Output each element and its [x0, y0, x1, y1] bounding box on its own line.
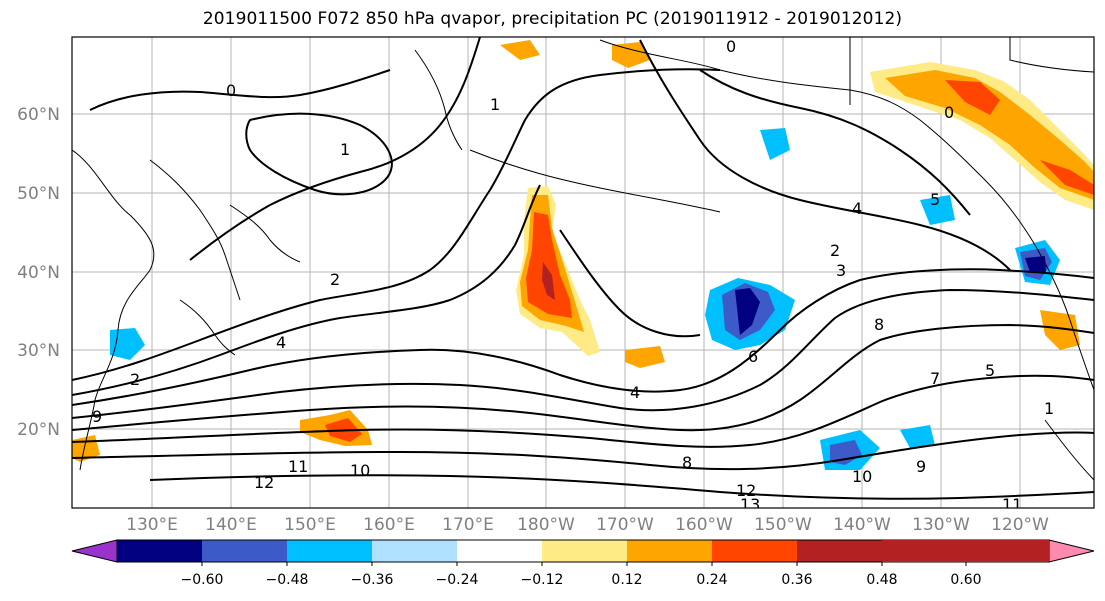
colorbar-tick-label: −0.24 — [436, 572, 479, 588]
colorbar-segment — [202, 540, 287, 562]
precip-area — [542, 262, 555, 300]
contour-label: 0 — [726, 37, 736, 56]
colorbar-tick-label: −0.48 — [266, 572, 309, 588]
colorbar-tick-label: 0.48 — [866, 572, 897, 588]
lon-label: 170°E — [442, 515, 494, 535]
contour-label: 9 — [916, 457, 926, 476]
precip-area — [1040, 160, 1094, 195]
lon-label: 170°W — [596, 515, 654, 535]
precip-area — [110, 328, 145, 360]
contour-label: 12 — [736, 481, 756, 500]
colorbar-tick-label: −0.60 — [181, 572, 224, 588]
contour-label: 5 — [930, 190, 940, 209]
lon-label: 150°W — [754, 515, 812, 535]
contour-label: 1 — [1044, 399, 1054, 418]
colorbar-tick-label: −0.12 — [521, 572, 564, 588]
contour-label: 1 — [340, 140, 350, 159]
colorbar-segment — [797, 540, 882, 562]
precip-area — [612, 42, 650, 68]
colorbar-segment — [966, 540, 1049, 562]
lon-label: 150°E — [284, 515, 336, 535]
lat-label: 60°N — [17, 105, 60, 125]
colorbar-segment — [117, 540, 202, 562]
lon-label: 130°E — [126, 515, 178, 535]
precip-area — [735, 288, 760, 335]
colorbar-tick-label: 0.24 — [696, 572, 727, 588]
colorbar-tick-label: 0.60 — [950, 572, 981, 588]
contour-label: 8 — [874, 315, 884, 334]
contour-label: 1 — [490, 95, 500, 114]
colorbar-segment — [627, 540, 712, 562]
contour-label: 3 — [836, 261, 846, 280]
precip-area — [526, 212, 572, 318]
lon-label: 130°W — [912, 515, 970, 535]
contour-label: 12 — [254, 473, 274, 492]
colorbar-extend-max — [1048, 539, 1095, 563]
map-panel: 0 1 1 2 2 2 3 4 4 4 5 5 7 8 8 9 9 10 10 … — [71, 36, 1095, 514]
contour-label: 10 — [350, 461, 370, 480]
colorbar-segment — [372, 540, 457, 562]
contour-label: 4 — [630, 383, 640, 402]
lon-label: 160°E — [363, 515, 415, 535]
contour-label: 0 — [226, 81, 236, 100]
map-title: 2019011500 F072 850 hPa qvapor, precipit… — [202, 9, 903, 29]
latitude-labels: 60°N 50°N 40°N 30°N 20°N — [17, 105, 60, 440]
contour-label: 11 — [1002, 495, 1022, 514]
contour-label: 2 — [130, 370, 140, 389]
colorbar: −0.60 −0.48 −0.36 −0.24 −0.12 0.12 0.24 … — [71, 539, 1095, 588]
colorbar-tick-label: 0.12 — [611, 572, 642, 588]
precip-area — [1025, 256, 1046, 272]
contour-label: 5 — [985, 361, 995, 380]
contour-label: 6 — [748, 347, 758, 366]
colorbar-tick-label: −0.36 — [351, 572, 394, 588]
precip-area — [760, 128, 790, 160]
contour-labels: 0 1 1 2 2 2 3 4 4 4 5 5 7 8 8 9 9 10 10 … — [92, 37, 1054, 514]
colorbar-tick-label: 0.36 — [781, 572, 812, 588]
colorbar-segment — [882, 540, 966, 562]
precip-area — [885, 70, 1094, 200]
precip-area — [920, 195, 955, 225]
precip-area — [900, 425, 935, 448]
contour-label: 7 — [930, 369, 940, 388]
colorbar-extend-min — [71, 539, 118, 563]
lon-label: 160°W — [675, 515, 733, 535]
lon-label: 180°W — [517, 515, 575, 535]
contour-label: 8 — [682, 453, 692, 472]
lat-label: 50°N — [17, 184, 60, 204]
colorbar-segment — [457, 540, 542, 562]
contour-label: 2 — [830, 241, 840, 260]
precip-area — [500, 40, 540, 60]
colorbar-segment — [712, 540, 797, 562]
contour-label: 11 — [288, 457, 308, 476]
lon-label: 140°E — [205, 515, 257, 535]
precip-area — [945, 80, 1000, 115]
contour-label: 4 — [276, 333, 286, 352]
lat-label: 40°N — [17, 263, 60, 283]
colorbar-segment — [542, 540, 627, 562]
precip-area — [830, 440, 862, 465]
lat-label: 30°N — [17, 341, 60, 361]
contour-label: 10 — [852, 467, 872, 486]
contour-label: 9 — [92, 407, 102, 426]
contour-label: 0 — [944, 103, 954, 122]
contour-label: 4 — [852, 199, 862, 218]
contour-label: 2 — [330, 270, 340, 289]
lat-label: 20°N — [17, 420, 60, 440]
colorbar-segment — [287, 540, 372, 562]
colorbar-ticks — [201, 562, 967, 566]
lon-label: 120°W — [991, 515, 1049, 535]
contour-label: 13 — [740, 495, 760, 514]
longitude-labels: 130°E 140°E 150°E 160°E 170°E 180°W 170°… — [126, 515, 1049, 535]
map-frame — [71, 36, 1095, 509]
qvapor-contours — [72, 37, 1094, 500]
precip-area — [625, 346, 665, 368]
lon-label: 140°W — [833, 515, 891, 535]
